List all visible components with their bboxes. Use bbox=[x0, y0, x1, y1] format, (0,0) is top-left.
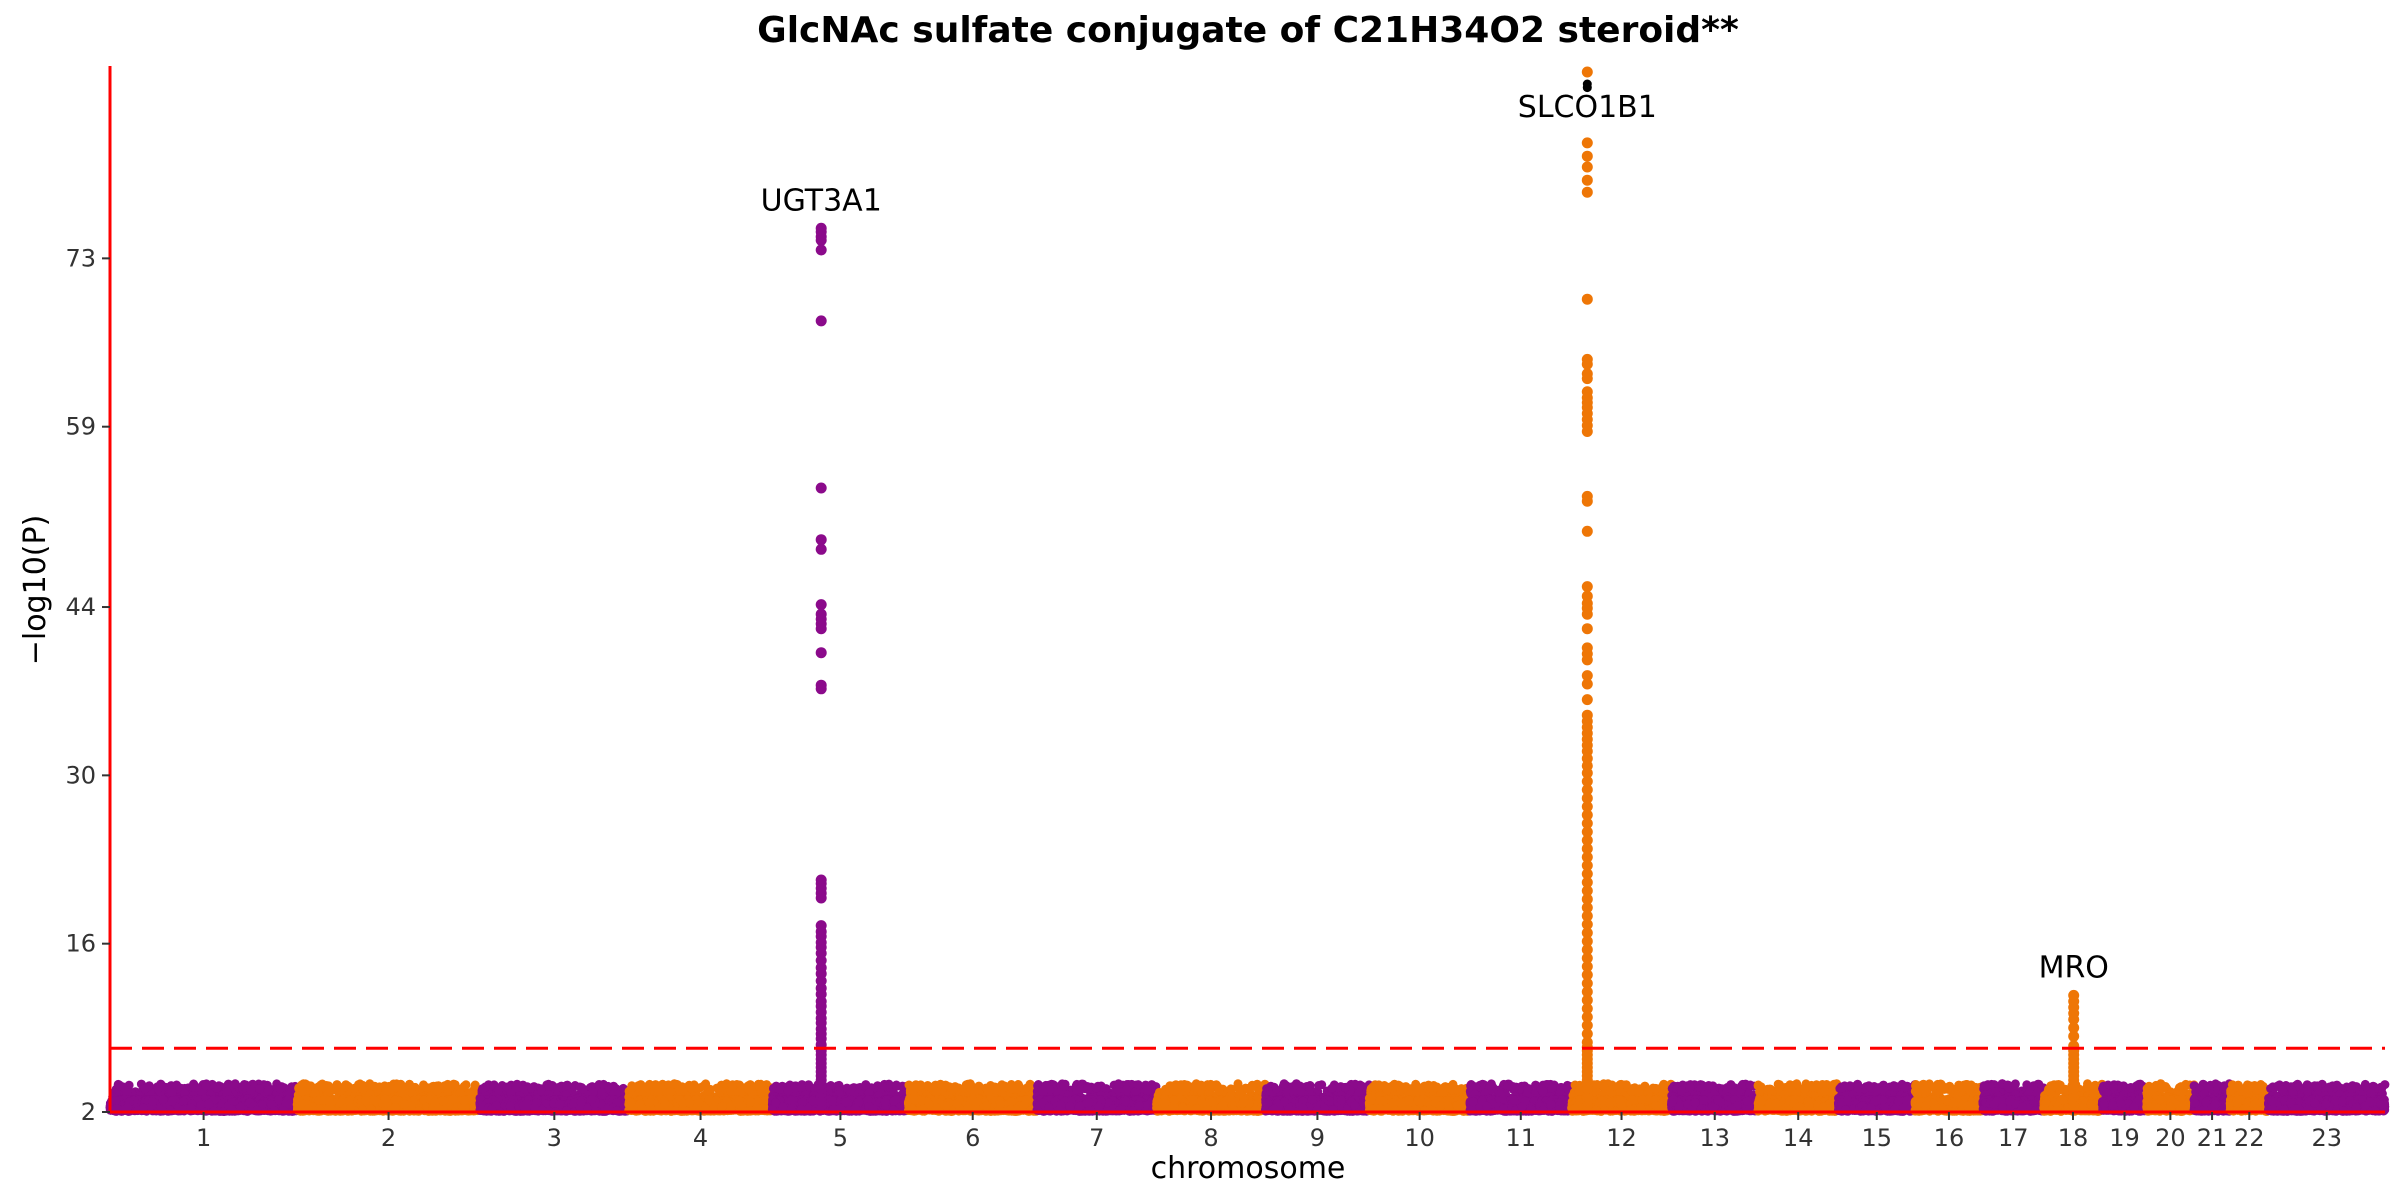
snp-point bbox=[230, 1079, 240, 1089]
snp-point bbox=[297, 1086, 307, 1096]
snp-point bbox=[266, 1099, 276, 1109]
snp-point bbox=[192, 1083, 202, 1092]
snp-point bbox=[438, 1096, 448, 1106]
snp-point bbox=[361, 1096, 370, 1106]
snp-point bbox=[382, 1086, 392, 1096]
snp-point bbox=[332, 1080, 342, 1090]
snp-point bbox=[380, 1094, 390, 1104]
data-points bbox=[105, 66, 2390, 1116]
chromosome-1-points bbox=[105, 1079, 302, 1116]
snp-point bbox=[153, 1084, 163, 1093]
chromosome-3-points bbox=[475, 1079, 634, 1116]
snp-point bbox=[434, 1081, 443, 1091]
snp-point bbox=[425, 1083, 435, 1093]
snp-point bbox=[167, 1096, 177, 1106]
snp-point bbox=[241, 1080, 251, 1090]
snp-point bbox=[158, 1095, 168, 1105]
snp-point bbox=[111, 1096, 121, 1105]
snp-point bbox=[369, 1096, 379, 1106]
chromosome-2-points bbox=[292, 1079, 485, 1116]
snp-point bbox=[204, 1099, 214, 1109]
snp-point bbox=[346, 1102, 356, 1112]
snp-point bbox=[459, 1096, 469, 1106]
snp-point bbox=[236, 1102, 246, 1112]
snp-point bbox=[252, 1105, 262, 1115]
snp-point bbox=[400, 1099, 410, 1109]
snp-point bbox=[306, 1081, 315, 1091]
snp-point bbox=[275, 1084, 285, 1094]
snp-point bbox=[370, 1081, 380, 1091]
snp-point bbox=[255, 1084, 265, 1094]
snp-point bbox=[448, 1095, 458, 1104]
snp-point bbox=[140, 1084, 150, 1094]
snp-point bbox=[443, 1079, 453, 1089]
snp-point bbox=[349, 1083, 359, 1093]
snp-point bbox=[264, 1085, 273, 1095]
snp-point bbox=[147, 1097, 157, 1106]
snp-point bbox=[201, 1080, 211, 1090]
chart-title: GlcNAc sulfate conjugate of C21H34O2 ste… bbox=[757, 10, 1739, 51]
